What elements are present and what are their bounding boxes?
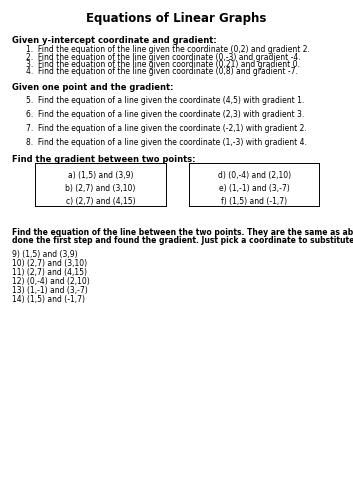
Text: Given one point and the gradient:: Given one point and the gradient: xyxy=(12,83,174,92)
Text: Given y-intercept coordinate and gradient:: Given y-intercept coordinate and gradien… xyxy=(12,36,217,45)
Text: 2.  Find the equation of the line given coordinate (0,-3) and gradient -4.: 2. Find the equation of the line given c… xyxy=(26,52,301,62)
Text: f) (1,5) and (-1,7): f) (1,5) and (-1,7) xyxy=(221,196,287,205)
Text: 6.  Find the equation of a line given the coordinate (2,3) with gradient 3.: 6. Find the equation of a line given the… xyxy=(26,110,304,119)
Text: d) (0,-4) and (2,10): d) (0,-4) and (2,10) xyxy=(217,170,291,179)
Text: e) (1,-1) and (3,-7): e) (1,-1) and (3,-7) xyxy=(219,184,289,192)
Text: 7.  Find the equation of a line given the coordinate (-2,1) with gradient 2.: 7. Find the equation of a line given the… xyxy=(26,124,307,133)
Text: a) (1,5) and (3,9): a) (1,5) and (3,9) xyxy=(68,170,133,179)
Text: done the first step and found the gradient. Just pick a coordinate to substitute: done the first step and found the gradie… xyxy=(12,236,353,245)
Text: b) (2,7) and (3,10): b) (2,7) and (3,10) xyxy=(65,184,136,192)
Text: 14) (1,5) and (-1,7): 14) (1,5) and (-1,7) xyxy=(12,295,85,304)
Text: Find the gradient between two points:: Find the gradient between two points: xyxy=(12,155,196,164)
Text: Find the equation of the line between the two points. They are the same as above: Find the equation of the line between th… xyxy=(12,228,353,237)
Text: 3.  Find the equation of the line given coordinate (0,21) and gradient 0.: 3. Find the equation of the line given c… xyxy=(26,60,300,69)
Text: c) (2,7) and (4,15): c) (2,7) and (4,15) xyxy=(66,196,136,205)
Text: 10) (2,7) and (3,10): 10) (2,7) and (3,10) xyxy=(12,259,87,268)
Text: 4.  Find the equation of the line given coordinate (0,8) and gradient -7.: 4. Find the equation of the line given c… xyxy=(26,68,298,76)
Text: 1.  Find the equation of the line given the coordinate (0,2) and gradient 2.: 1. Find the equation of the line given t… xyxy=(26,45,310,54)
Text: 13) (1,-1) and (3,-7): 13) (1,-1) and (3,-7) xyxy=(12,286,88,295)
Text: 5.  Find the equation of a line given the coordinate (4,5) with gradient 1.: 5. Find the equation of a line given the… xyxy=(26,96,304,105)
Text: 11) (2,7) and (4,15): 11) (2,7) and (4,15) xyxy=(12,268,87,277)
Text: 9) (1,5) and (3,9): 9) (1,5) and (3,9) xyxy=(12,250,78,259)
Text: 12) (0,-4) and (2,10): 12) (0,-4) and (2,10) xyxy=(12,277,90,286)
Text: Equations of Linear Graphs: Equations of Linear Graphs xyxy=(86,12,267,25)
Text: 8.  Find the equation of a line given the coordinate (1,-3) with gradient 4.: 8. Find the equation of a line given the… xyxy=(26,138,307,147)
